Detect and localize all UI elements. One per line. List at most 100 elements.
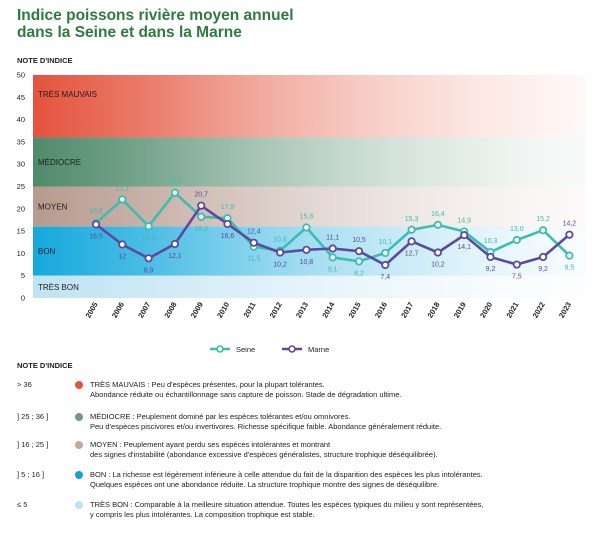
legend-swatch-marker: [288, 345, 296, 353]
legend-dot: [75, 441, 83, 449]
x-tick-label: 2008: [162, 301, 178, 320]
legend-range: > 36: [17, 380, 32, 389]
band-moyen: [33, 186, 585, 227]
legend-dot: [75, 471, 83, 479]
legend-dot: [75, 501, 83, 509]
band-tr-s-bon: [33, 275, 585, 298]
legend-range: ] 16 ; 25 ]: [17, 440, 49, 449]
data-point-marne: [407, 237, 416, 246]
legend-dot: [75, 413, 83, 421]
x-tick-label: 2012: [268, 301, 284, 320]
x-tick-label: 2007: [136, 301, 152, 320]
data-point-marne: [381, 260, 390, 270]
y-tick-label: 15: [17, 227, 25, 236]
legend-range: ] 5 ; 16 ]: [17, 470, 45, 479]
legend-description-line: y compris les plus intolérantes. La comp…: [90, 510, 315, 519]
legend-series-name: Seine: [236, 345, 255, 354]
data-point-marne: [118, 240, 127, 249]
data-label-marne: 12,1: [168, 253, 182, 260]
chart-title: Indice poissons rivière moyen annuel dan…: [17, 7, 577, 41]
x-tick-label: 2021: [504, 301, 520, 320]
y-tick-label: 45: [17, 93, 25, 102]
x-tick-label: 2023: [557, 301, 573, 320]
data-point-marne: [354, 247, 364, 256]
data-label-marne: 7,5: [512, 274, 522, 281]
data-label-marne: 10,8: [300, 259, 314, 266]
legend-description: TRÈS MAUVAIS : Peu d'espèces présentes, …: [90, 380, 580, 400]
x-tick-label: 2017: [399, 301, 415, 320]
legend-swatch-marker: [216, 345, 224, 353]
data-label-marne: 7,4: [380, 274, 390, 281]
data-label-seine: 15,8: [300, 214, 314, 221]
legend-description-line: TRÈS MAUVAIS : Peu d'espèces présentes, …: [90, 380, 325, 389]
legend-description-line: Quelques espèces ont une abondance rédui…: [90, 480, 439, 489]
data-label-seine: 10,1: [378, 239, 392, 246]
data-label-seine: 18,2: [194, 226, 208, 233]
legend-dot: [75, 381, 83, 389]
data-label-seine: 11,5: [247, 256, 260, 263]
data-point-marne: [460, 231, 469, 240]
legend-description-line: BON : La richesse est légèrement inférie…: [90, 470, 483, 479]
data-label-seine: 14,9: [457, 218, 471, 225]
legend-series-name: Marne: [308, 345, 329, 354]
legend-description: MÉDIOCRE : Peuplement dominé par les esp…: [90, 412, 580, 432]
x-tick-label: 2006: [110, 301, 126, 320]
x-tick-label: 2014: [320, 300, 337, 320]
x-tick-label: 2013: [294, 301, 310, 320]
x-tick-label: 2005: [84, 301, 100, 320]
y-tick-label: 10: [17, 249, 25, 258]
data-point-marne: [249, 238, 258, 247]
data-label-seine: 16,4: [431, 211, 445, 218]
data-point-seine: [381, 248, 390, 258]
data-point-marne: [197, 201, 206, 210]
y-axis-label: NOTE D'INDICE: [17, 56, 73, 65]
band-label: MOYEN: [38, 203, 68, 212]
data-point-seine: [433, 220, 442, 229]
x-tick-label: 2020: [478, 301, 494, 320]
x-tick-label: 2011: [242, 301, 258, 320]
legend-description-line: Abondance réduite ou échantillonnage san…: [90, 390, 402, 399]
x-tick-label: 2010: [215, 301, 231, 320]
data-label-marne: 12: [118, 253, 126, 260]
legend-description: TRÈS BON : Comparable à la meilleure sit…: [90, 500, 580, 520]
y-tick-label: 0: [21, 294, 25, 303]
y-tick-label: 5: [21, 271, 25, 280]
data-label-seine: 13,0: [510, 226, 524, 233]
y-tick-label: 35: [17, 137, 25, 146]
data-label-seine: 8,2: [354, 270, 364, 277]
data-label-marne: 12,4: [247, 229, 261, 236]
data-label-seine: 16,1: [142, 235, 156, 242]
legend-range: ≤ 5: [17, 500, 28, 509]
data-point-seine: [407, 225, 416, 234]
data-label-marne: 16,6: [221, 233, 235, 240]
data-label-seine: 10,6: [273, 237, 287, 244]
data-label-seine: 23,6: [168, 179, 182, 186]
data-point-marne: [433, 248, 442, 257]
x-tick-label: 2022: [531, 301, 547, 320]
data-label-marne: 14,2: [563, 221, 577, 228]
legend-description: MOYEN : Peuplement ayant perdu ses espèc…: [90, 440, 580, 460]
data-point-marne: [302, 245, 311, 254]
data-label-marne: 9,2: [538, 266, 548, 273]
y-tick-label: 20: [17, 204, 25, 213]
band-m-diocre: [33, 137, 585, 187]
x-tick-label: 2019: [452, 301, 468, 320]
data-point-marne: [223, 219, 232, 229]
band-label: TRÈS MAUVAIS: [38, 90, 97, 99]
x-tick-label: 2009: [189, 301, 205, 320]
data-point-seine: [118, 195, 127, 204]
data-point-marne: [328, 244, 337, 253]
y-tick-label: 25: [17, 182, 25, 191]
legend-title: NOTE D'INDICE: [17, 361, 73, 370]
data-label-seine: 10,3: [484, 238, 498, 245]
data-point-marne: [538, 252, 548, 262]
data-label-seine: 17,9: [221, 204, 235, 211]
chart-title-line-1: Indice poissons rivière moyen annuel: [17, 7, 294, 24]
data-point-seine: [144, 222, 153, 231]
data-label-marne: 10,2: [431, 262, 445, 269]
x-tick-label: 2015: [347, 301, 363, 320]
band-tr-s-mauvais: [33, 75, 585, 138]
data-point-seine: [197, 212, 206, 221]
data-label-seine: 15,3: [405, 216, 419, 223]
data-label-marne: 11,1: [326, 234, 339, 241]
